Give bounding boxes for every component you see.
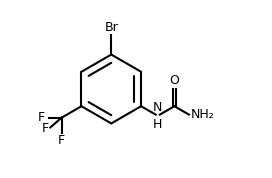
Text: N: N xyxy=(153,101,162,114)
Text: H: H xyxy=(153,118,162,131)
Text: F: F xyxy=(38,111,45,124)
Text: F: F xyxy=(42,122,49,135)
Text: Br: Br xyxy=(104,21,118,34)
Text: NH₂: NH₂ xyxy=(190,108,214,121)
Text: O: O xyxy=(169,75,179,88)
Text: F: F xyxy=(58,134,65,147)
